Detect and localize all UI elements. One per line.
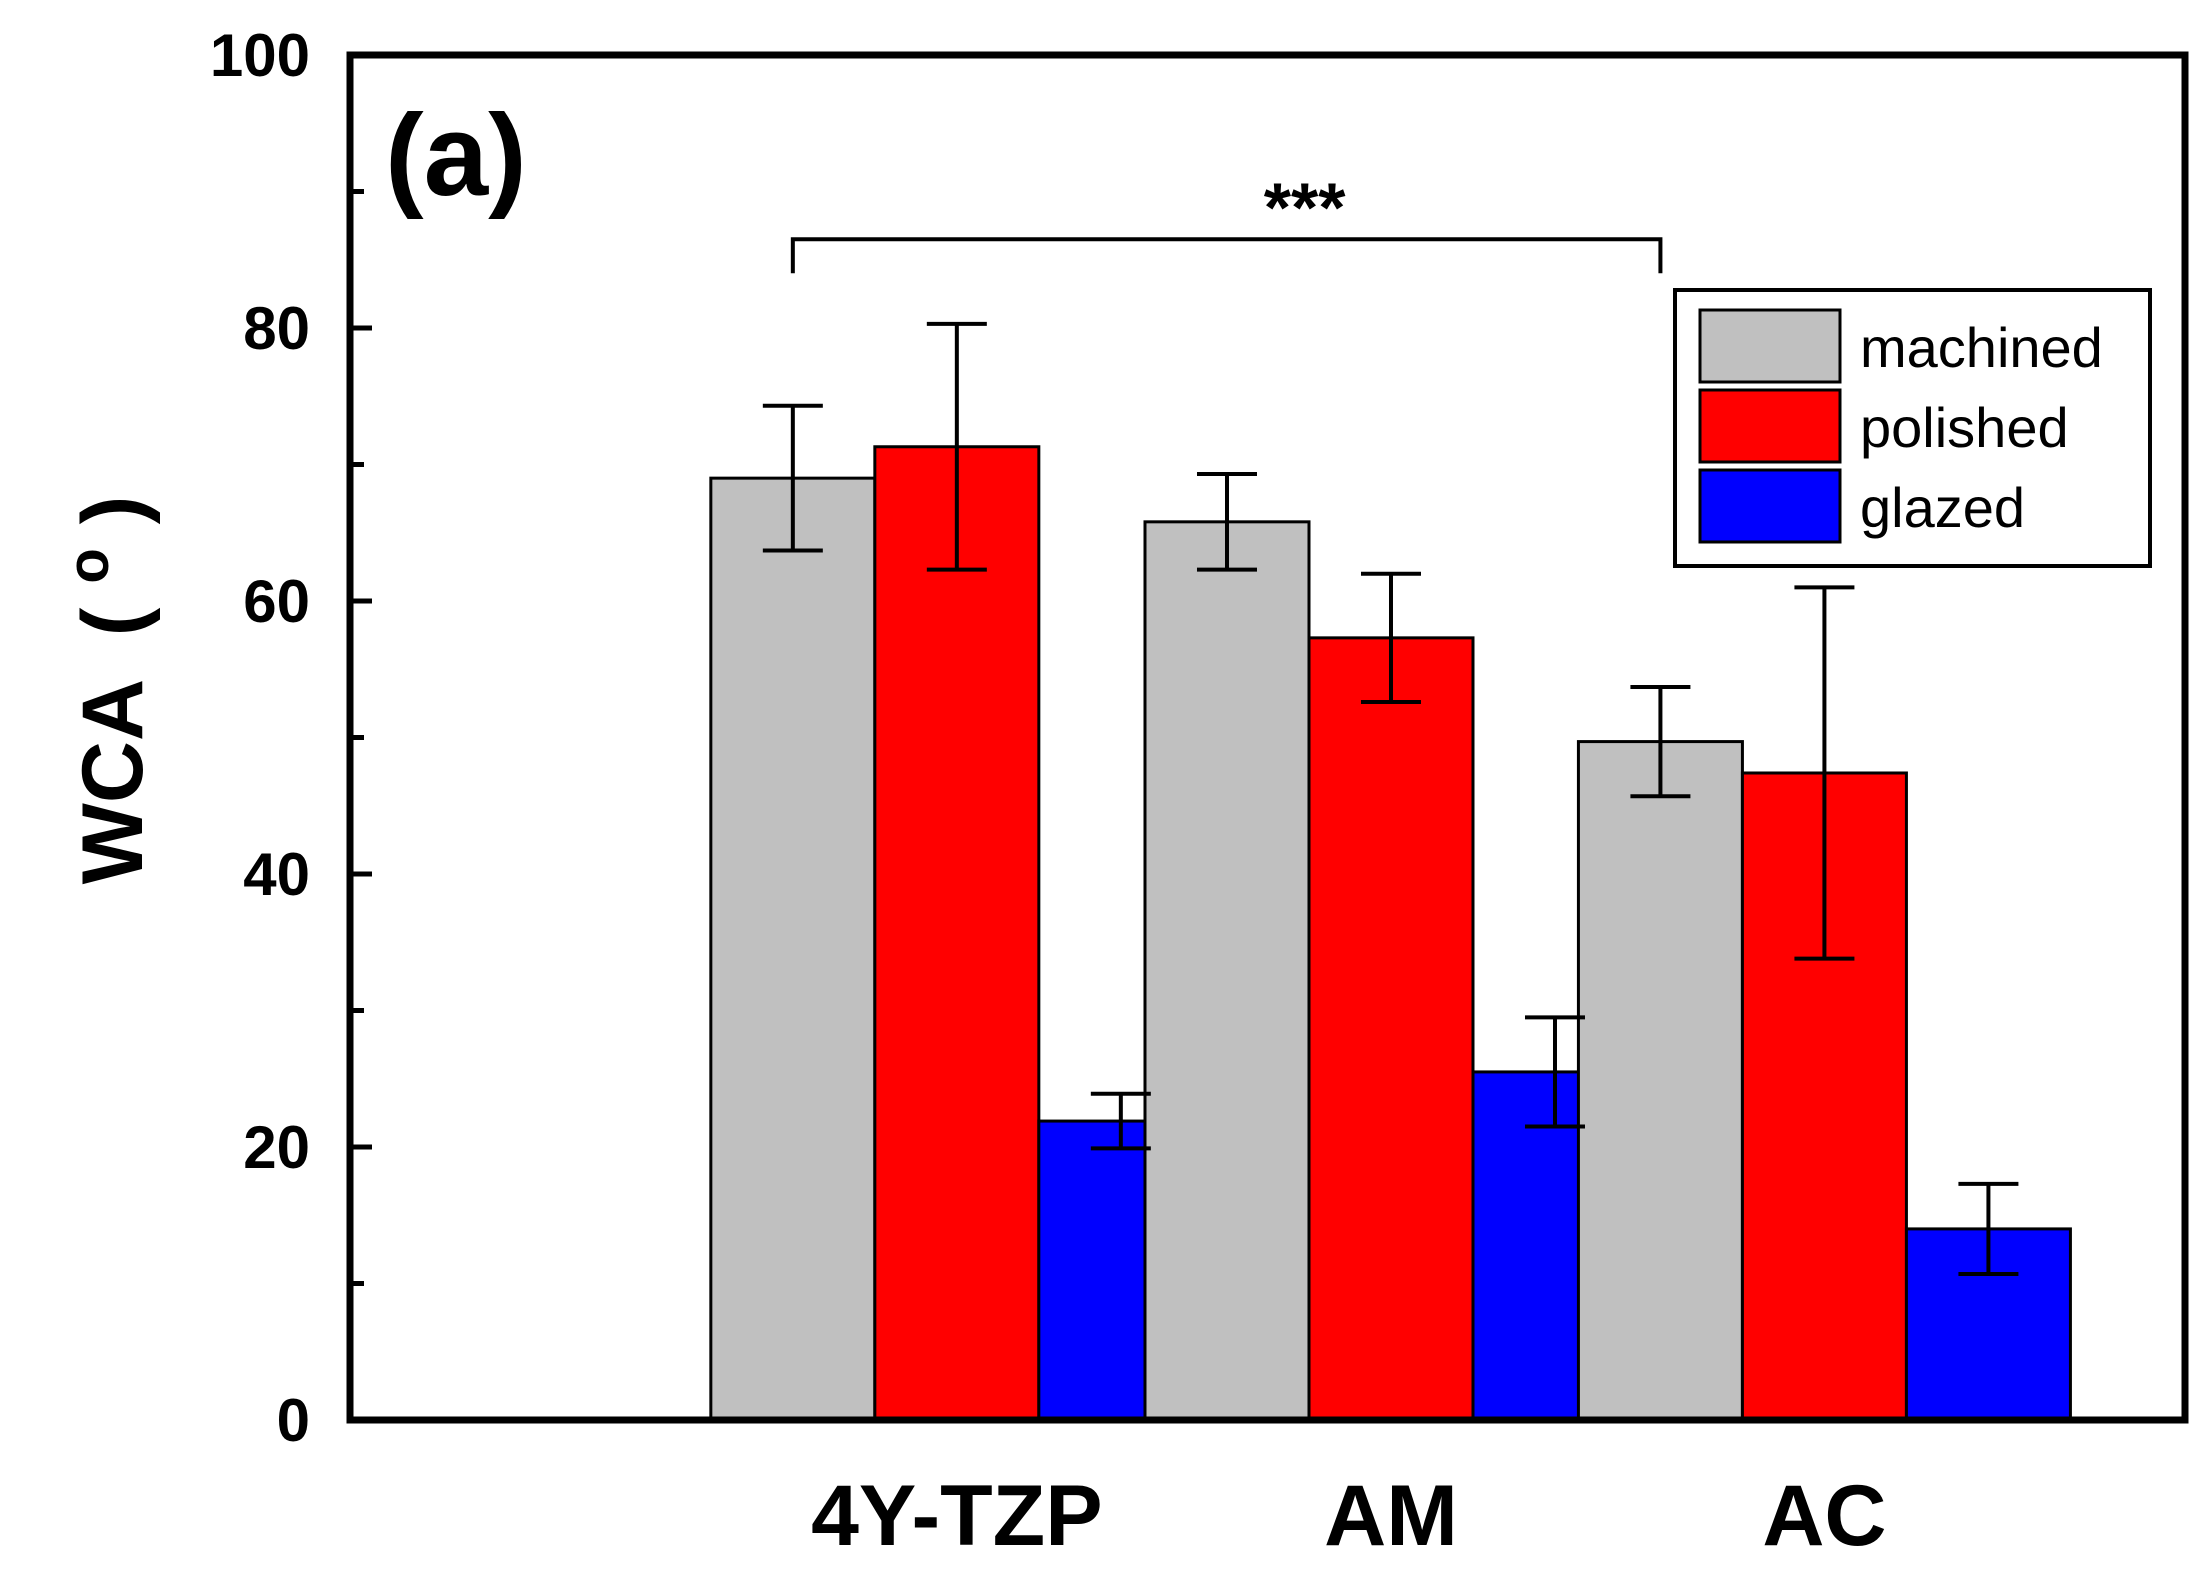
- bar-machined-AM: [1143, 520, 1311, 1422]
- y-tick-label-20: 20: [243, 1114, 310, 1181]
- error-bars: [762, 321, 2019, 1276]
- legend-item-glazed: glazed: [1698, 468, 2025, 544]
- legend-swatch: [1698, 468, 1842, 544]
- error-bar-polished-AM: [1360, 571, 1421, 705]
- bar-polished-AM: [1307, 636, 1475, 1422]
- x-category-label: 4Y-TZP: [811, 1468, 1103, 1564]
- x-category-label: AM: [1324, 1468, 1458, 1564]
- legend-swatch: [1698, 388, 1842, 464]
- x-axis-category-labels: 4Y-TZP AM AC: [811, 1468, 1886, 1564]
- legend-label: machined: [1860, 316, 2103, 379]
- bar-series: [709, 445, 2072, 1422]
- significance-line: [790, 237, 1663, 274]
- y-tick-label-60: 60: [243, 568, 310, 635]
- error-bar-glazed-AC: [1958, 1181, 2019, 1276]
- bar-polished-4Y-TZP: [873, 445, 1041, 1422]
- y-axis-tick-labels: 0 20 40 60 80 100: [210, 22, 310, 1454]
- plot-frame: [346, 51, 2189, 1424]
- error-bar-machined-AC: [1630, 684, 1691, 799]
- bar-machined-AC: [1576, 740, 1744, 1422]
- error-bar-machined-4Y-TZP: [762, 403, 823, 553]
- y-axis-unit-close: ): [65, 496, 161, 525]
- legend-item-polished: polished: [1698, 388, 2069, 464]
- y-axis-unit-degree: o: [56, 548, 121, 583]
- y-tick-label-0: 0: [277, 1387, 310, 1454]
- panel-label: (a): [385, 90, 527, 220]
- y-axis-unit-open: (: [65, 607, 161, 636]
- y-tick-label-100: 100: [210, 22, 310, 89]
- x-category-label: AC: [1762, 1468, 1886, 1564]
- y-tick-label-40: 40: [243, 841, 310, 908]
- error-bar-glazed-4Y-TZP: [1090, 1091, 1151, 1151]
- y-axis-title-text: WCA: [65, 681, 161, 884]
- significance-label: ***: [1264, 168, 1346, 246]
- legend-label: polished: [1860, 396, 2069, 459]
- error-bar-glazed-AM: [1524, 1015, 1585, 1129]
- significance-bracket: ***: [790, 168, 1663, 274]
- y-axis-title: WCA ( o ): [31, 496, 161, 885]
- legend: machined polished glazed: [1673, 288, 2152, 568]
- legend-swatch: [1698, 308, 1842, 384]
- bar-machined-4Y-TZP: [709, 476, 877, 1422]
- legend-item-machined: machined: [1698, 308, 2103, 384]
- error-bar-polished-AC: [1794, 585, 1855, 961]
- legend-label: glazed: [1860, 476, 2025, 539]
- error-bar-polished-4Y-TZP: [926, 321, 987, 572]
- error-bar-machined-AM: [1196, 472, 1257, 572]
- y-tick-label-80: 80: [243, 295, 310, 362]
